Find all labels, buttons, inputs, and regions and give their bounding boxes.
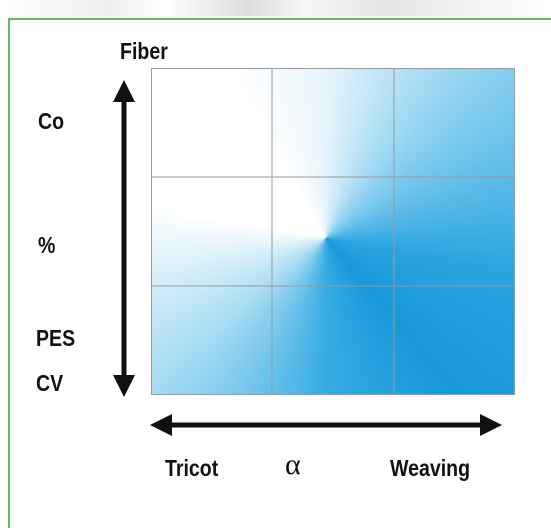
left-label: PES — [36, 325, 76, 351]
bottom-label: Tricot — [165, 455, 219, 481]
frame — [8, 18, 551, 528]
horizontal-arrow — [150, 414, 502, 436]
bottom-label: Weaving — [390, 455, 471, 481]
vertical-arrow — [113, 80, 135, 397]
bottom-label: α — [285, 448, 301, 481]
left-label: Co — [38, 108, 65, 134]
arrow-head — [113, 80, 135, 102]
arrow-head — [113, 375, 135, 397]
diagram — [113, 68, 515, 436]
left-label: CV — [36, 370, 64, 396]
arrow-head — [480, 414, 502, 436]
top-label: Fiber — [120, 38, 168, 64]
arrow-head — [150, 414, 172, 436]
gradient-grid — [151, 68, 515, 395]
grid-lines — [151, 68, 515, 395]
top-strip — [0, 0, 551, 16]
left-label: % — [38, 232, 56, 258]
